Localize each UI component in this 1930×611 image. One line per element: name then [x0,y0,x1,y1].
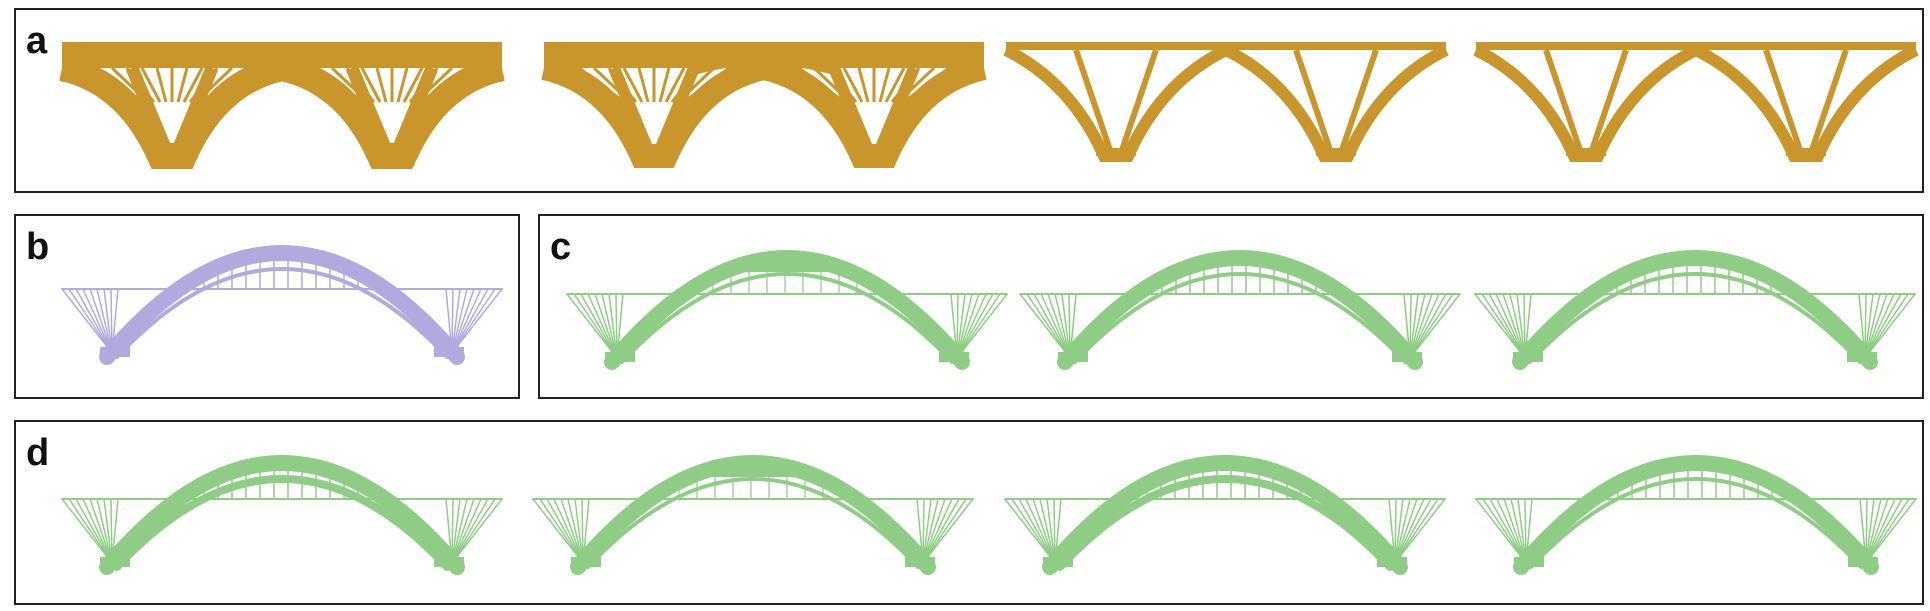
bridge-c2 [1019,249,1461,370]
bridge-d4 [1475,454,1917,575]
panel-b: b [14,214,520,399]
bridge-a1 [58,42,506,169]
panel-d: d [14,420,1924,605]
bridge-d3 [1004,454,1446,575]
panel-a-label: a [26,20,48,62]
panel-c-label: c [550,226,572,268]
bridge-a4 [1473,42,1919,162]
bridge-d2 [532,454,974,575]
bridge-a3 [1003,42,1449,162]
panel-d-label: d [26,432,50,474]
bridge-a2 [541,42,987,168]
bridge-c1 [566,249,1008,370]
bridge-c3 [1474,249,1916,370]
panel-b-label: b [26,226,50,268]
bridge-b1 [61,244,503,365]
bridge-d1 [61,454,503,575]
panel-c: c [538,214,1924,399]
